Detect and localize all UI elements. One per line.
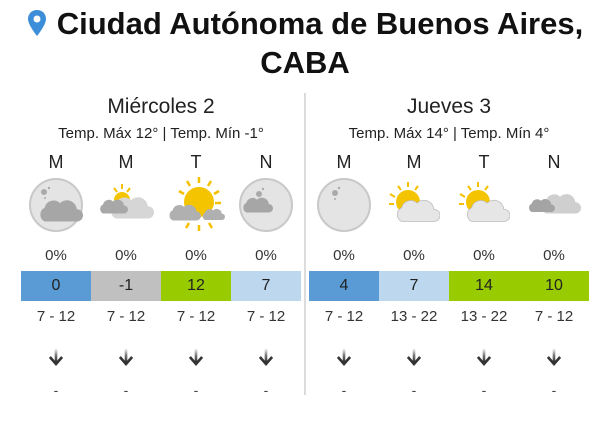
- arrow-down-icon: [21, 343, 91, 371]
- temperature-row: 0 -1 12 7: [21, 271, 301, 301]
- precipitation-chance: 0%: [403, 247, 425, 264]
- period-label: M: [48, 152, 64, 172]
- wind-gust: -: [481, 382, 487, 398]
- day-temp-summary: Temp. Máx 12° | Temp. Mín -1°: [58, 125, 264, 142]
- moon-small-cloud-icon: [231, 174, 301, 236]
- wind-gust: -: [341, 382, 347, 398]
- temperature-value: 0: [21, 271, 91, 301]
- partly-sunny-icon: [379, 174, 449, 236]
- period-label: M: [406, 152, 422, 172]
- arrow-down-icon: [379, 343, 449, 371]
- sun-behind-clouds-icon: [91, 174, 161, 236]
- wind-speed: 7 - 12: [534, 308, 574, 325]
- temperature-value: 4: [309, 271, 379, 301]
- precipitation-chance: 0%: [45, 247, 67, 264]
- arrow-down-icon: [231, 343, 301, 371]
- location-title-line2: CABA: [260, 45, 350, 80]
- precipitation-chance: 0%: [473, 247, 495, 264]
- temperature-row: 4 7 14 10: [309, 271, 589, 301]
- wind-gust: -: [193, 382, 199, 398]
- period-label: T: [190, 152, 202, 172]
- period-labels: M M T N: [21, 150, 301, 174]
- wind-speed: 7 - 12: [246, 308, 286, 325]
- period-label: N: [259, 152, 273, 172]
- wind-speed: 7 - 12: [176, 308, 216, 325]
- arrow-down-icon: [449, 343, 519, 371]
- wind-gust: -: [123, 382, 129, 398]
- wind-speed: 7 - 12: [36, 308, 76, 325]
- day-temp-summary: Temp. Máx 14° | Temp. Mín 4°: [348, 125, 550, 142]
- gust-row: - - - -: [21, 379, 301, 401]
- wind-direction-row: [21, 343, 301, 371]
- wind-speed: 13 - 22: [390, 308, 438, 325]
- temperature-value: 7: [379, 271, 449, 301]
- wind-gust: -: [411, 382, 417, 398]
- location-pin-icon: [27, 9, 47, 45]
- precipitation-row: 0% 0% 0% 0%: [21, 245, 301, 267]
- day-forecast-thursday: Jueves 3 Temp. Máx 14° | Temp. Mín 4° M …: [309, 93, 589, 401]
- moon-clear-icon: [309, 174, 379, 236]
- precipitation-chance: 0%: [185, 247, 207, 264]
- gust-row: - - - -: [309, 379, 589, 401]
- precipitation-chance: 0%: [333, 247, 355, 264]
- period-label: M: [118, 152, 134, 172]
- weather-icons: [21, 174, 301, 236]
- temperature-value: 7: [231, 271, 301, 301]
- precipitation-chance: 0%: [255, 247, 277, 264]
- wind-gust: -: [551, 382, 557, 398]
- period-label: N: [547, 152, 561, 172]
- sun-with-cloud-icon: [161, 174, 231, 236]
- period-label: T: [478, 152, 490, 172]
- precipitation-chance: 0%: [115, 247, 137, 264]
- wind-direction-row: [309, 343, 589, 371]
- period-labels: M M T N: [309, 150, 589, 174]
- wind-gust: -: [53, 382, 59, 398]
- day-divider: [304, 93, 306, 395]
- day-forecast-wednesday: Miércoles 2 Temp. Máx 12° | Temp. Mín -1…: [21, 93, 301, 401]
- wind-speed: 7 - 12: [106, 308, 146, 325]
- wind-speed-row: 7 - 12 13 - 22 13 - 22 7 - 12: [309, 303, 589, 331]
- location-title: Ciudad Autónoma de Buenos Aires, CABA: [0, 6, 610, 81]
- temperature-value: 10: [519, 271, 589, 301]
- temperature-value: 14: [449, 271, 519, 301]
- temperature-value: -1: [91, 271, 161, 301]
- moon-cloud-icon: [21, 174, 91, 236]
- wind-speed: 7 - 12: [324, 308, 364, 325]
- arrow-down-icon: [161, 343, 231, 371]
- location-title-line1: Ciudad Autónoma de Buenos Aires,: [56, 6, 584, 41]
- precipitation-chance: 0%: [543, 247, 565, 264]
- arrow-down-icon: [309, 343, 379, 371]
- temperature-value: 12: [161, 271, 231, 301]
- wind-gust: -: [263, 382, 269, 398]
- partly-sunny-icon: [449, 174, 519, 236]
- wind-speed-row: 7 - 12 7 - 12 7 - 12 7 - 12: [21, 303, 301, 331]
- day-name: Jueves 3: [406, 95, 492, 118]
- cloudy-icon: [519, 174, 589, 236]
- weather-icons: [309, 174, 589, 236]
- period-label: M: [336, 152, 352, 172]
- arrow-down-icon: [91, 343, 161, 371]
- precipitation-row: 0% 0% 0% 0%: [309, 245, 589, 267]
- arrow-down-icon: [519, 343, 589, 371]
- wind-speed: 13 - 22: [460, 308, 508, 325]
- day-name: Miércoles 2: [107, 95, 215, 118]
